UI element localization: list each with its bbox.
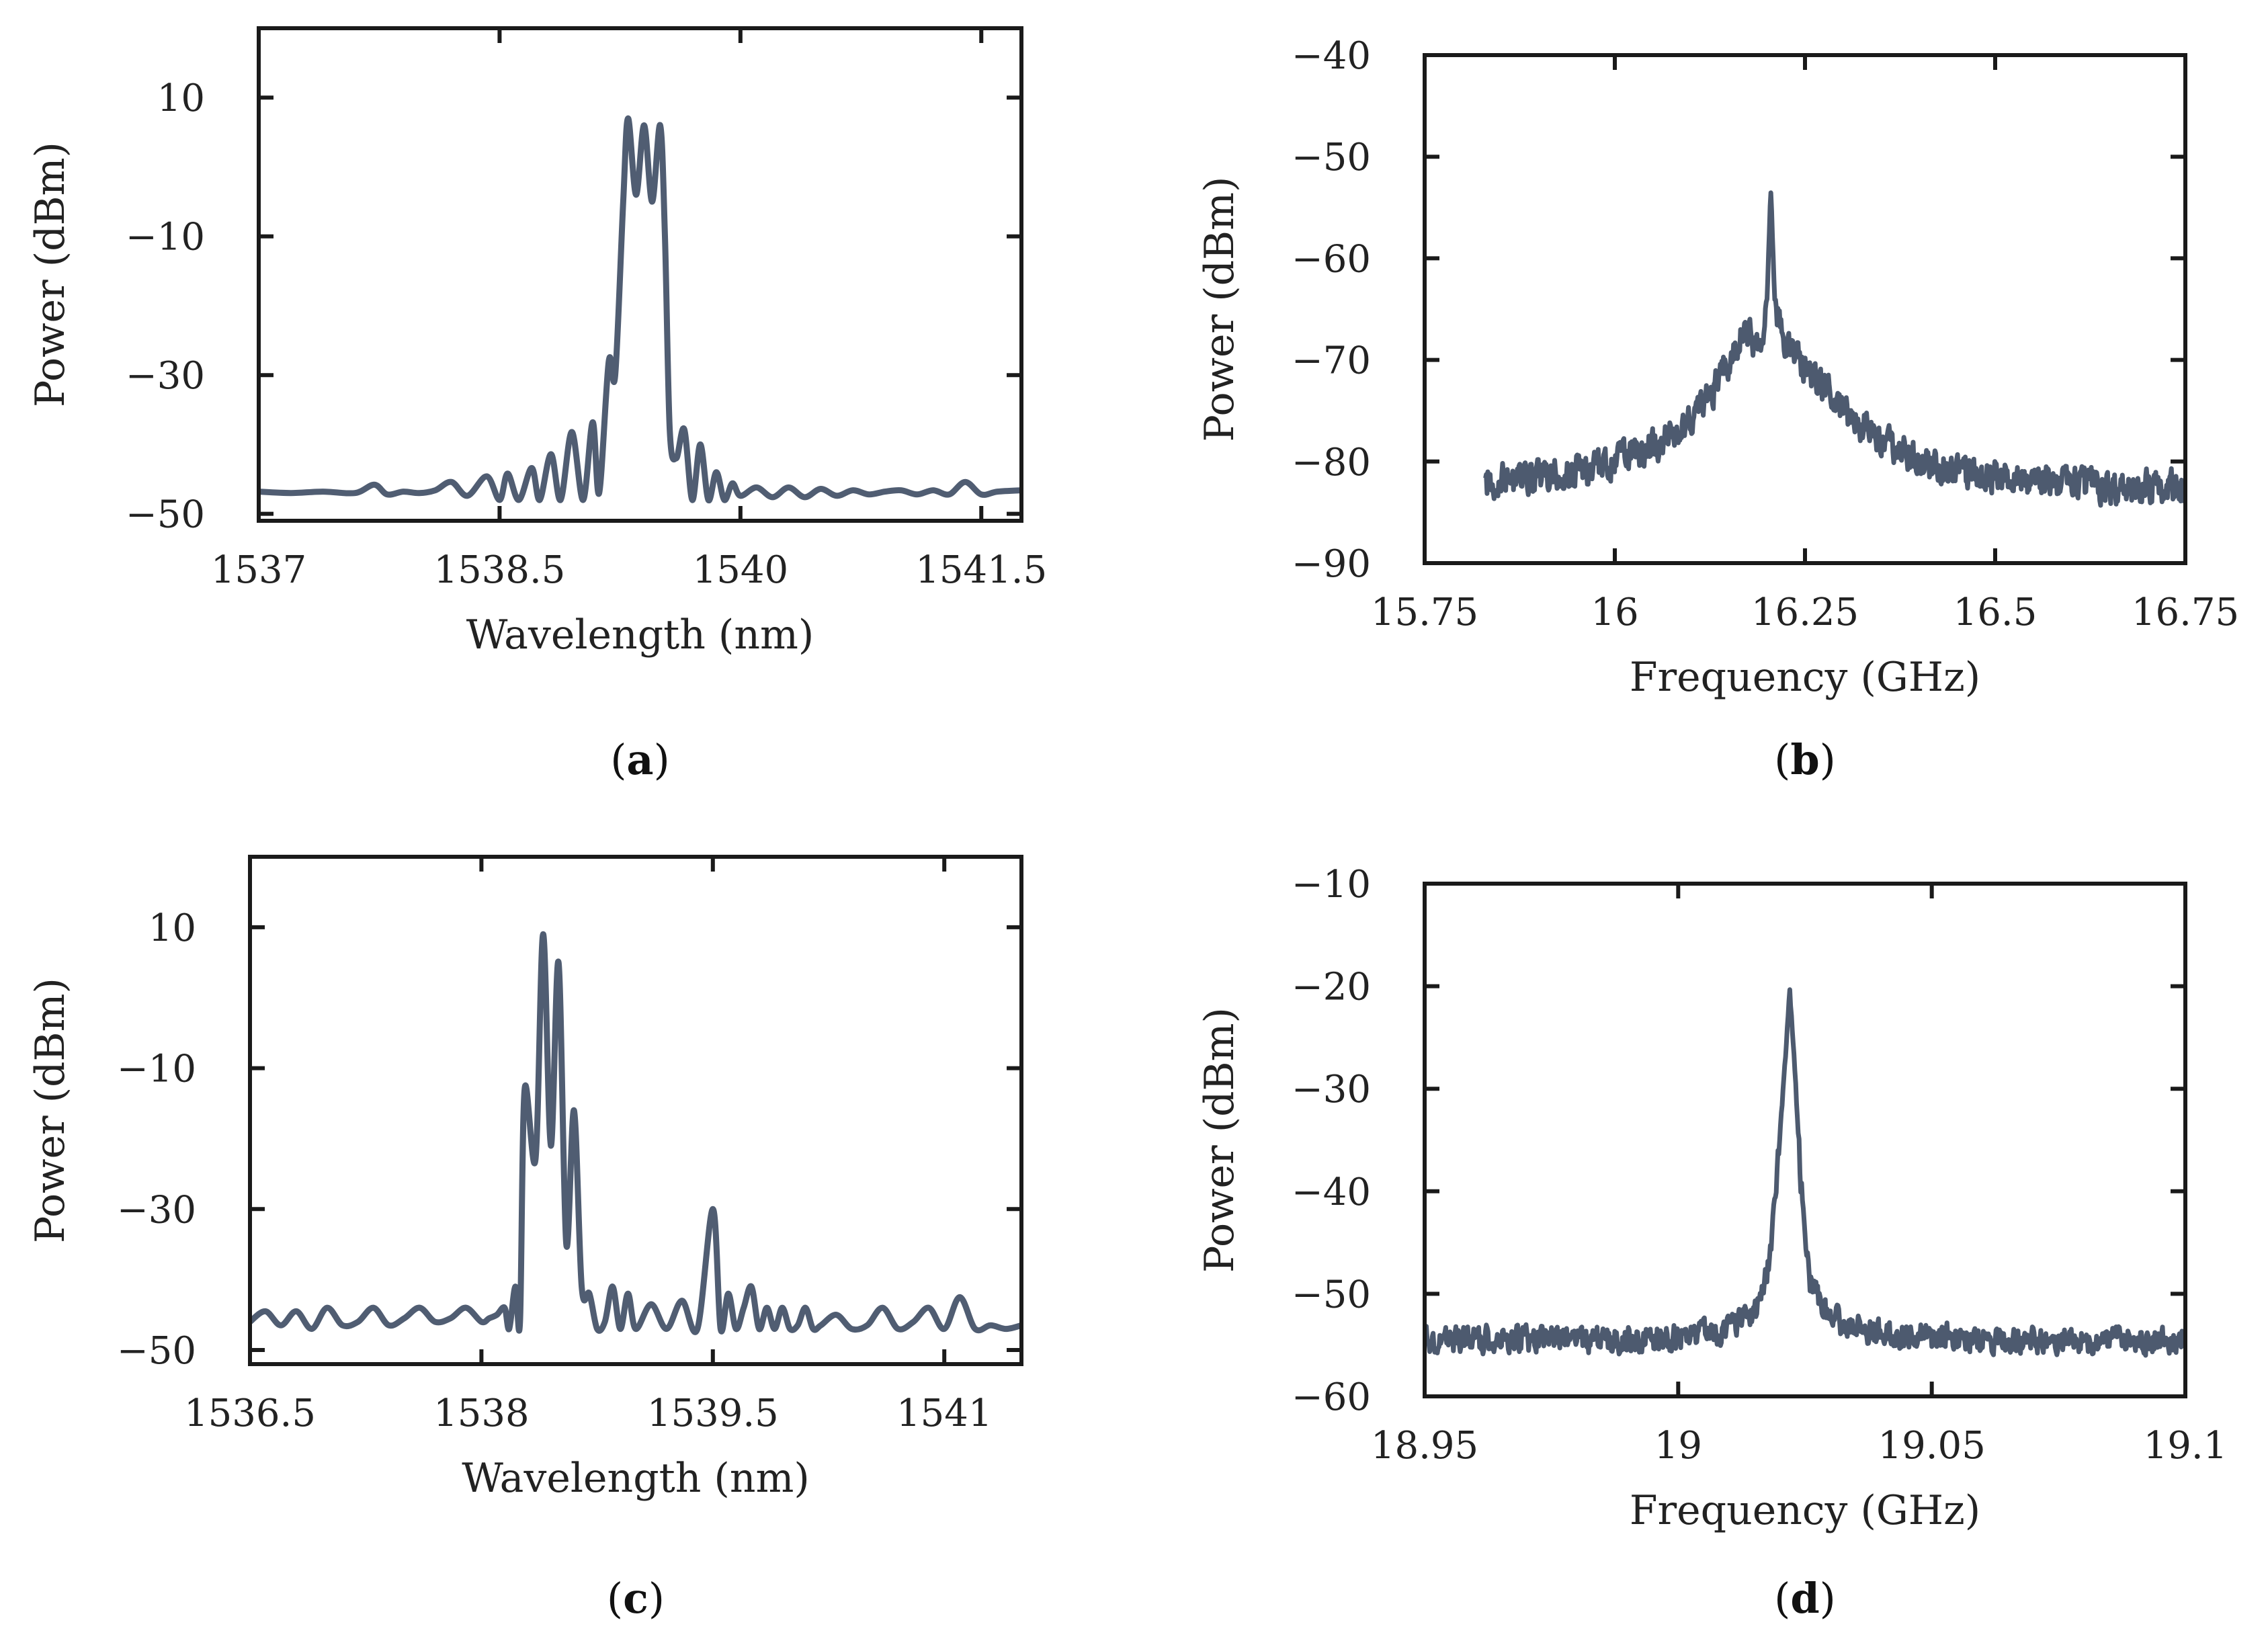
y-tick-label: −30	[117, 1188, 196, 1232]
panel-a: 1537 1538.5 1540 1541.5 10 −10 −30 −50 Wavelengt…	[27, 26, 1047, 784]
caption-open: (	[1774, 1574, 1790, 1623]
y-tick-label: −10	[126, 216, 205, 259]
panel-d: 18.95 19 19.05 19.1 −10 −20 −30 −40 −50 −60 Freque…	[1196, 863, 2227, 1623]
caption-close: )	[648, 1574, 665, 1623]
caption-open: (	[610, 735, 626, 784]
y-tick-label: −10	[117, 1048, 196, 1091]
x-tick-label: 16	[1591, 591, 1638, 634]
y-tick-label: 10	[157, 77, 205, 120]
x-tick-label: 1539.5	[647, 1392, 779, 1435]
x-tick-label: 1537	[211, 548, 307, 592]
y-axis-title: Power (dBm)	[27, 142, 74, 407]
caption-letter: c	[623, 1574, 648, 1623]
panel-b: 15.75 16 16.25 16.5 16.75 −40 −50 −60 −70 −80 −90 F…	[1196, 34, 2239, 784]
x-tick-label: 16.25	[1751, 591, 1859, 634]
caption-letter: d	[1790, 1574, 1819, 1623]
y-tick-label: 10	[149, 906, 196, 950]
plot-frame	[1423, 882, 2187, 1398]
caption-close: )	[1820, 735, 1836, 784]
panel-caption: (d)	[1774, 1574, 1836, 1623]
x-tick-label: 19.1	[2144, 1424, 2228, 1468]
caption-letter: a	[626, 735, 653, 784]
x-tick-label: 18.95	[1371, 1424, 1478, 1468]
y-axis-title: Power (dBm)	[1196, 177, 1243, 442]
y-tick-label: −50	[117, 1329, 196, 1373]
series-line	[1425, 987, 2185, 1358]
x-tick-label: 15.75	[1371, 591, 1478, 634]
caption-close: )	[654, 735, 670, 784]
y-tick-label: −60	[1292, 237, 1371, 281]
x-tick-label: 1541	[896, 1392, 993, 1435]
panel-caption: (c)	[607, 1574, 665, 1623]
x-tick-label: 19.05	[1878, 1424, 1986, 1468]
x-tick-label: 19	[1654, 1424, 1702, 1468]
x-axis-title: Frequency (GHz)	[1630, 654, 1980, 701]
caption-open: (	[607, 1574, 623, 1623]
y-axis-title: Power (dBm)	[1196, 1007, 1243, 1273]
y-tick-label: −60	[1292, 1376, 1371, 1419]
y-tick-label: −90	[1292, 542, 1371, 586]
series-line	[250, 931, 1021, 1335]
caption-close: )	[1820, 1574, 1836, 1623]
x-tick-label: 1538	[433, 1392, 530, 1435]
y-tick-label: −40	[1292, 1171, 1371, 1214]
x-tick-label: 1538.5	[433, 548, 565, 592]
x-tick-label: 1540	[693, 548, 789, 592]
panel-caption: (b)	[1774, 735, 1836, 784]
panel-caption: (a)	[610, 735, 670, 784]
caption-open: (	[1774, 735, 1790, 784]
x-axis-title: Wavelength (nm)	[466, 611, 814, 659]
y-tick-label: −30	[1292, 1068, 1371, 1111]
panel-c: 1536.5 1538 1539.5 1541 10 −10 −30 −50 Wavelengt…	[27, 855, 1023, 1623]
y-tick-label: −30	[126, 354, 205, 398]
y-axis-title: Power (dBm)	[27, 978, 74, 1243]
x-tick-label: 16.75	[2132, 591, 2239, 634]
y-tick-label: −50	[1292, 136, 1371, 179]
series-line	[1483, 190, 2185, 508]
x-axis-title: Wavelength (nm)	[462, 1455, 810, 1502]
plot-frame	[248, 855, 1023, 1366]
caption-letter: b	[1790, 735, 1819, 784]
y-tick-label: −40	[1292, 34, 1371, 78]
y-tick-label: −80	[1292, 441, 1371, 484]
series-line	[259, 115, 1021, 503]
y-tick-label: −10	[1292, 863, 1371, 906]
x-tick-label: 1541.5	[915, 548, 1047, 592]
y-tick-label: −70	[1292, 339, 1371, 383]
y-tick-label: −50	[1292, 1273, 1371, 1316]
x-axis-title: Frequency (GHz)	[1630, 1487, 1980, 1534]
plot-frame	[257, 26, 1023, 523]
y-tick-label: −20	[1292, 966, 1371, 1009]
x-tick-label: 16.5	[1954, 591, 2038, 634]
x-tick-label: 1536.5	[184, 1392, 316, 1435]
y-tick-label: −50	[126, 493, 205, 537]
